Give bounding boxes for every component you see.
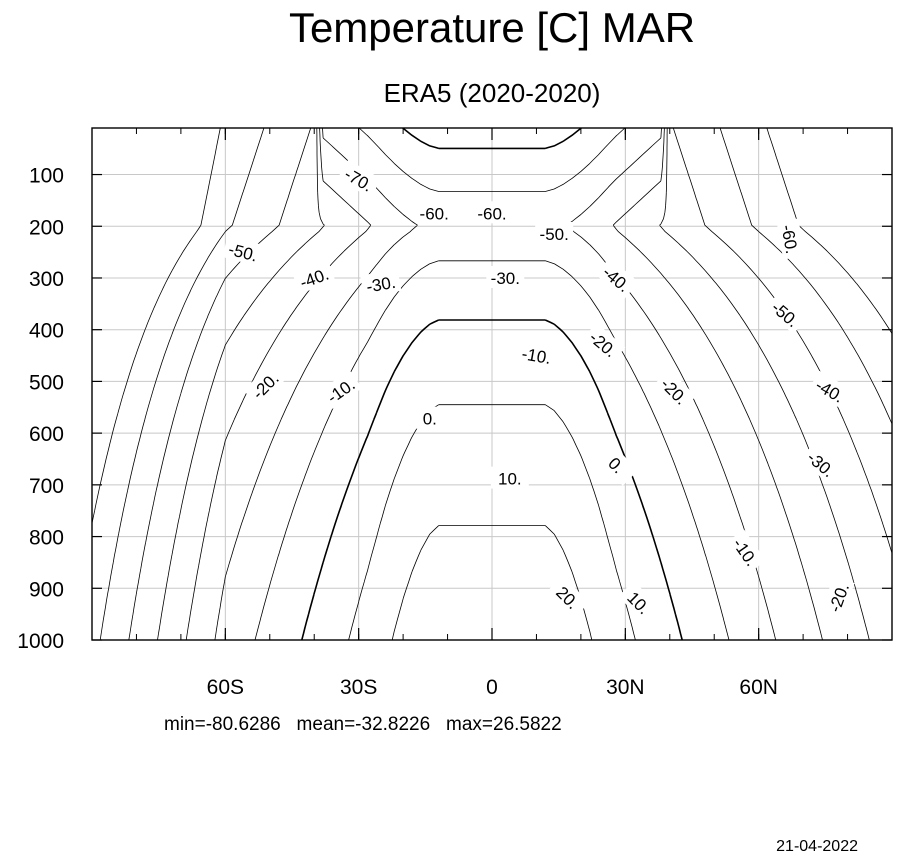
contour-label-text: -60.: [777, 223, 801, 255]
contour-line: [185, 127, 823, 641]
contour-label-text: 10.: [498, 470, 522, 489]
contour-label: 20.: [547, 575, 590, 619]
contour-label: 0.: [595, 443, 639, 486]
contour-label-text: 0.: [423, 410, 437, 429]
stats-text: min=-80.6286 mean=-32.8226 max=26.5822: [164, 714, 562, 735]
y-tick-label: 800: [29, 527, 64, 550]
chart-subtitle: ERA5 (2020-2020): [384, 78, 601, 108]
contour-line: [348, 404, 636, 641]
contour-label-text: -20.: [825, 581, 853, 615]
y-tick-label: 1000: [17, 630, 64, 653]
contour-label: -20.: [653, 369, 697, 412]
contour-label: -30.: [486, 266, 525, 288]
contour-label-text: -30.: [365, 273, 397, 297]
contour-label: -30.: [799, 442, 844, 485]
contour-label: -40.: [292, 260, 336, 294]
contour-labels: -70.-60. -60.-50.-50.-40. -30. -30. -40.-60.…: [222, 159, 855, 624]
chart-title: Temperature [C] MAR: [289, 4, 695, 51]
contour-label: -40.: [808, 370, 853, 409]
y-tick-label: 900: [29, 578, 64, 601]
contour-label: -10.: [318, 369, 363, 410]
y-tick-label: 300: [29, 268, 64, 291]
contour-label-text: -40.: [297, 265, 331, 293]
contour-label-text: -10.: [520, 344, 552, 368]
contour-label: -50.: [222, 235, 265, 267]
contour-label: -20.: [820, 575, 855, 619]
contour-line: [99, 127, 893, 641]
contour-label: -70.: [337, 159, 382, 198]
contour-label: -50.: [535, 222, 574, 244]
contour-label: -10.: [515, 340, 558, 369]
contour-label: -30.: [360, 269, 402, 298]
contour-label: -20.: [582, 322, 626, 365]
axes: 100 200 300 400 500 600 700 800 900 1000 60S 30S 0 30…: [17, 127, 893, 699]
x-tick-label: 0: [486, 676, 498, 699]
contour-label: -50.: [764, 292, 808, 335]
contour-label: 10.: [490, 466, 529, 489]
grid-lines: [92, 128, 892, 641]
y-tick-label: 700: [29, 475, 64, 498]
contour-label: -40.: [595, 257, 639, 299]
date-stamp: 21-04-2022: [776, 838, 858, 855]
contour-label-text: -30.: [491, 269, 520, 288]
x-tick-label: 30N: [606, 676, 645, 699]
contour-label: -60.: [776, 218, 805, 260]
contour-label-text: -60.: [420, 204, 449, 223]
contour-label-text: -50.: [540, 225, 569, 244]
contour-label: 10.: [618, 580, 661, 624]
contour-label: -20.: [243, 363, 286, 407]
contour-label: -60.: [415, 201, 454, 224]
x-tick-label: 60N: [739, 676, 778, 699]
y-tick-label: 200: [29, 216, 64, 239]
y-tick-label: 600: [29, 423, 64, 446]
contour-label: -60.: [473, 201, 511, 224]
x-tick-label: 60S: [207, 676, 244, 699]
y-tick-label: 100: [29, 165, 64, 188]
contour-line: [91, 127, 893, 524]
y-tick-label: 500: [29, 371, 64, 394]
x-tick-label: 30S: [340, 676, 377, 699]
contour-label-text: -60.: [477, 204, 506, 223]
y-tick-label: 400: [29, 320, 64, 343]
contour-label: 0.: [410, 406, 449, 429]
